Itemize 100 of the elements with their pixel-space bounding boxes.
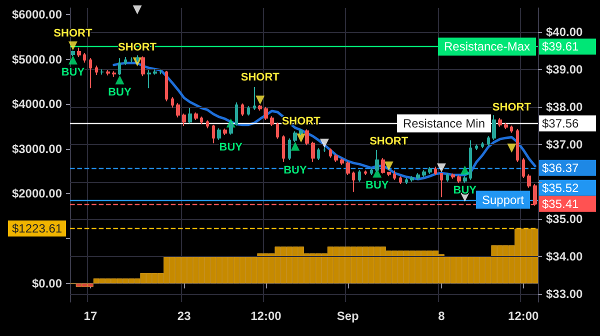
y2-tick-label: $34.00 [546, 250, 584, 264]
candlestick [311, 141, 315, 162]
candlestick [510, 125, 513, 134]
x-tick-label: 17 [84, 309, 98, 323]
candlestick [375, 149, 379, 173]
x-tick-label: 12:00 [508, 309, 540, 323]
series-label: SHORT [54, 27, 92, 40]
candlestick [212, 124, 215, 144]
candlestick [487, 136, 490, 146]
y-tick-label: $6000.00 [12, 7, 62, 22]
candlestick [153, 68, 157, 76]
point [68, 56, 78, 65]
text: BUY [219, 141, 242, 154]
candlestick [182, 113, 186, 126]
candlestick [504, 122, 508, 130]
point [115, 75, 124, 84]
candlestick [340, 158, 344, 166]
point [436, 163, 446, 172]
candlestick [527, 174, 531, 188]
candlestick [106, 70, 110, 76]
series-label: BUY [61, 66, 86, 79]
x-tick-label: 8 [438, 309, 446, 323]
candlestick [446, 172, 449, 182]
candlestick [475, 144, 478, 150]
candlestick [147, 70, 151, 89]
candlestick [370, 168, 373, 176]
x-tick-label: 12:00 [250, 309, 282, 323]
y-tick-label: $0.00 [32, 276, 62, 290]
candlestick [130, 56, 133, 64]
point [132, 5, 142, 14]
ref-line-label: Resistance Min [402, 116, 485, 130]
candlestick [317, 148, 320, 161]
candlestick [136, 54, 139, 62]
candlestick [282, 134, 285, 162]
candlestick [428, 166, 432, 174]
candlestick [410, 176, 414, 182]
candlestick [422, 170, 426, 178]
point [384, 162, 394, 171]
y-tick-label: $2000.00 [12, 186, 62, 201]
y2-tick-label: $35.00 [546, 212, 584, 226]
candlestick [264, 106, 268, 120]
text: SHORT [240, 72, 280, 84]
point [296, 133, 306, 142]
candlestick [533, 184, 537, 206]
candlestick [77, 47, 81, 58]
candlestick [188, 108, 192, 124]
candlestick [200, 116, 203, 125]
text: $39.61 [542, 40, 580, 54]
candlestick [165, 70, 168, 102]
candlestick [346, 161, 350, 176]
text: $37.56 [542, 116, 580, 130]
candlestick [112, 70, 116, 78]
candlestick [83, 52, 86, 64]
candlestick [235, 102, 238, 126]
candlestick [217, 128, 221, 140]
text: $36.37 [542, 160, 580, 175]
candlestick [253, 86, 256, 110]
candlestick [171, 96, 174, 108]
candlestick [393, 170, 396, 180]
candlestick [329, 148, 332, 158]
text: BUY [366, 180, 389, 192]
text: SHORT [492, 102, 531, 114]
text: $1223.61 [12, 221, 62, 236]
point [460, 166, 470, 175]
candlestick [516, 128, 519, 162]
x-tick-label: Sep [336, 309, 359, 323]
y-tick-label: $3000.00 [12, 142, 62, 156]
candlestick [405, 178, 408, 185]
candlestick [194, 112, 198, 120]
candlestick [241, 103, 244, 116]
candlestick [463, 176, 467, 184]
candlestick [358, 170, 361, 182]
point [256, 96, 265, 105]
point [320, 138, 329, 148]
candlestick [498, 118, 502, 128]
text: BUY [108, 86, 132, 98]
text: BUY [453, 184, 476, 197]
candlestick [469, 140, 472, 180]
candlestick [299, 128, 303, 136]
candlestick [176, 102, 180, 118]
candlestick [124, 56, 127, 66]
candlestick [206, 120, 209, 129]
text: SHORT [370, 136, 408, 148]
candlestick [71, 50, 75, 56]
candlestick [89, 58, 92, 89]
candlestick [416, 172, 420, 180]
ref-line-label: Support [482, 192, 525, 207]
candlestick [288, 138, 291, 161]
y2-tick-label: $38.00 [546, 100, 584, 114]
candlestick [247, 106, 250, 116]
y-tick-label: $5000.00 [12, 52, 62, 66]
text: $35.52 [542, 180, 580, 195]
candlestick [95, 65, 98, 76]
y2-tick-label: $40.00 [546, 24, 584, 39]
candlestick [434, 166, 437, 176]
point [68, 41, 78, 50]
candlestick [258, 104, 262, 112]
y2-tick-label: $37.00 [546, 137, 584, 152]
point [290, 142, 300, 151]
ref-line-label: Resistance-Max [444, 40, 530, 54]
